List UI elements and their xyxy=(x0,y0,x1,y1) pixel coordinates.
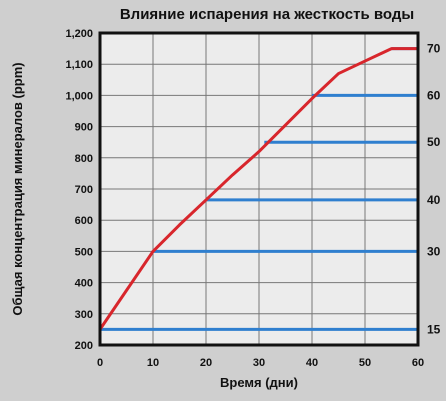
x-tick-label-1: 10 xyxy=(147,357,159,369)
x-tick-label-6: 60 xyxy=(412,357,424,369)
series-lines xyxy=(98,47,418,331)
y-tick-label-8: 1,000 xyxy=(65,90,93,102)
chart-title: Влияние испарения на жесткость воды xyxy=(120,6,414,23)
x-tick-label-4: 40 xyxy=(306,357,318,369)
level-label-30: 30 xyxy=(427,244,441,258)
plot-border xyxy=(98,31,420,347)
x-tick-label-0: 0 xyxy=(97,357,103,369)
y-tick-label-4: 600 xyxy=(75,215,93,227)
y-tick-label-6: 800 xyxy=(75,153,93,165)
y-tick-label-7: 900 xyxy=(75,122,93,134)
y-tick-label-9: 1,100 xyxy=(65,59,93,71)
level-label-60: 60 xyxy=(427,88,441,102)
y-tick-label-1: 300 xyxy=(75,309,93,321)
level-label-70: 70 xyxy=(427,42,441,56)
x-tick-label-5: 50 xyxy=(359,357,371,369)
y-tick-labels: 200 300 400 500 600 700 800 900 1,000 1,100 1,200 xyxy=(65,28,93,352)
level-label-40: 40 xyxy=(427,193,441,207)
y-tick-label-2: 400 xyxy=(75,278,93,290)
x-tick-label-3: 30 xyxy=(253,357,265,369)
y-tick-label-0: 200 xyxy=(75,340,93,352)
y-axis-title: Общая концентрация минералов (ppm) xyxy=(10,62,25,315)
level-labels: 15 30 40 50 60 70 xyxy=(427,42,441,337)
y-tick-label-5: 700 xyxy=(75,184,93,196)
x-axis-title: Время (дни) xyxy=(220,375,298,390)
series-line-0 xyxy=(98,47,418,331)
level-label-50: 50 xyxy=(427,135,441,149)
x-tick-labels: 0 10 20 30 40 50 60 xyxy=(97,357,424,369)
y-tick-label-10: 1,200 xyxy=(65,28,93,40)
x-tick-label-2: 20 xyxy=(200,357,212,369)
y-tick-label-3: 500 xyxy=(75,246,93,258)
level-label-15: 15 xyxy=(427,322,441,336)
